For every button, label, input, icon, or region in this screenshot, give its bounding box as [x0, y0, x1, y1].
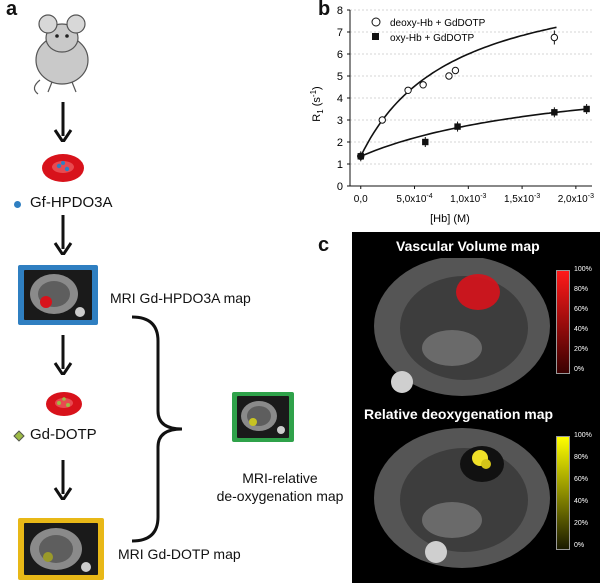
- chart-legend: deoxy-Hb + GdDOTP oxy-Hb + GdDOTP: [371, 17, 486, 44]
- y-tick-label: 4: [337, 93, 343, 105]
- mri-gd-hpdo3a-thumbnail: [18, 265, 98, 325]
- y-tick-label: 3: [337, 115, 343, 127]
- vascular-colorbar: [556, 270, 570, 374]
- chart-marks: [357, 30, 590, 162]
- oxy-point: [583, 105, 590, 113]
- x-tick-label: 1,5x10-3: [504, 193, 540, 205]
- x-tick-label: 2,0x10-3: [558, 193, 594, 205]
- fit-line-oxy: [360, 108, 587, 158]
- result-label-line2: de-oxygenation map: [216, 488, 344, 504]
- y-tick-label: 8: [337, 5, 343, 17]
- mri-maps-panel: Vascular Volume map 100% 80% 60% 40% 20%…: [352, 232, 600, 583]
- x-axis-label: [Hb] (M): [430, 213, 470, 225]
- arrow-down-icon: [53, 460, 73, 500]
- x-tick-label: 0,0: [354, 194, 368, 205]
- map1-label: MRI Gd-HPDO3A map: [110, 290, 251, 306]
- y-tick-label: 1: [337, 159, 343, 171]
- y-tick-label: 2: [337, 137, 343, 149]
- relative-deoxygenation-thumbnail: [232, 392, 294, 442]
- deoxy-point: [550, 33, 559, 42]
- oxy-point: [551, 109, 558, 116]
- mouse-icon: [33, 14, 89, 95]
- map2-label: MRI Gd-DOTP map: [118, 546, 241, 562]
- deoxy-point: [451, 66, 460, 75]
- y-tick-label: 7: [337, 27, 343, 39]
- vascular-volume-image: [374, 258, 550, 396]
- deoxy-point: [378, 116, 386, 124]
- legend-deoxy: deoxy-Hb + GdDOTP: [390, 18, 486, 29]
- agent2-label: Gd-DOTP: [30, 426, 97, 443]
- chart-axes: 0 1 2 3 4 5 6 7 8 0,0 5,0x10-4 1,0x10-3 1,5x10-3 2,0x…: [337, 5, 594, 205]
- arrow-down-icon: [53, 335, 73, 375]
- panel-label-b: b: [318, 0, 331, 20]
- agent1-label: Gf-HPDO3A: [30, 194, 113, 211]
- agent-diamond-icon: [13, 430, 25, 442]
- panel-label-a: a: [6, 0, 18, 20]
- y-axis-label: R1 (s-1): [309, 86, 325, 121]
- arrow-down-icon: [53, 102, 73, 142]
- agent-dot-icon: [14, 201, 21, 208]
- red-blood-cell-icon: [46, 392, 82, 416]
- deoxy-point: [445, 72, 453, 80]
- y-tick-label: 0: [337, 181, 343, 193]
- vascular-volume-title: Vascular Volume map: [396, 238, 540, 254]
- relative-deoxygenation-image: [374, 428, 550, 568]
- deoxy-point: [404, 86, 412, 95]
- chart-grid: [350, 9, 592, 165]
- panel-label-c: c: [318, 234, 330, 256]
- y-tick-label: 5: [337, 71, 343, 83]
- deoxygenation-colorbar: [556, 436, 570, 550]
- oxy-point: [454, 123, 461, 130]
- mri-gd-dotp-thumbnail: [18, 518, 104, 580]
- x-tick-label: 5,0x10-4: [396, 193, 432, 205]
- relative-deoxygenation-title: Relative deoxygenation map: [364, 406, 554, 422]
- oxy-point: [357, 153, 364, 160]
- x-tick-label: 1,0x10-3: [450, 193, 486, 205]
- arrow-down-icon: [53, 215, 73, 255]
- result-label-line1: MRI-relative: [242, 470, 318, 486]
- brace-icon: [131, 315, 183, 543]
- oxy-point: [422, 138, 429, 146]
- r1-chart: 0 1 2 3 4 5 6 7 8 0,0 5,0x10-4 1,0x10-3 1,5x10-3 2,0x…: [309, 5, 594, 225]
- y-tick-label: 6: [337, 49, 343, 61]
- deoxy-point: [419, 81, 427, 89]
- fit-line-deoxy: [360, 26, 557, 157]
- legend-oxy: oxy-Hb + GdDOTP: [390, 33, 475, 44]
- chart-fit-lines: [360, 26, 587, 158]
- red-blood-cell-icon: [42, 154, 84, 182]
